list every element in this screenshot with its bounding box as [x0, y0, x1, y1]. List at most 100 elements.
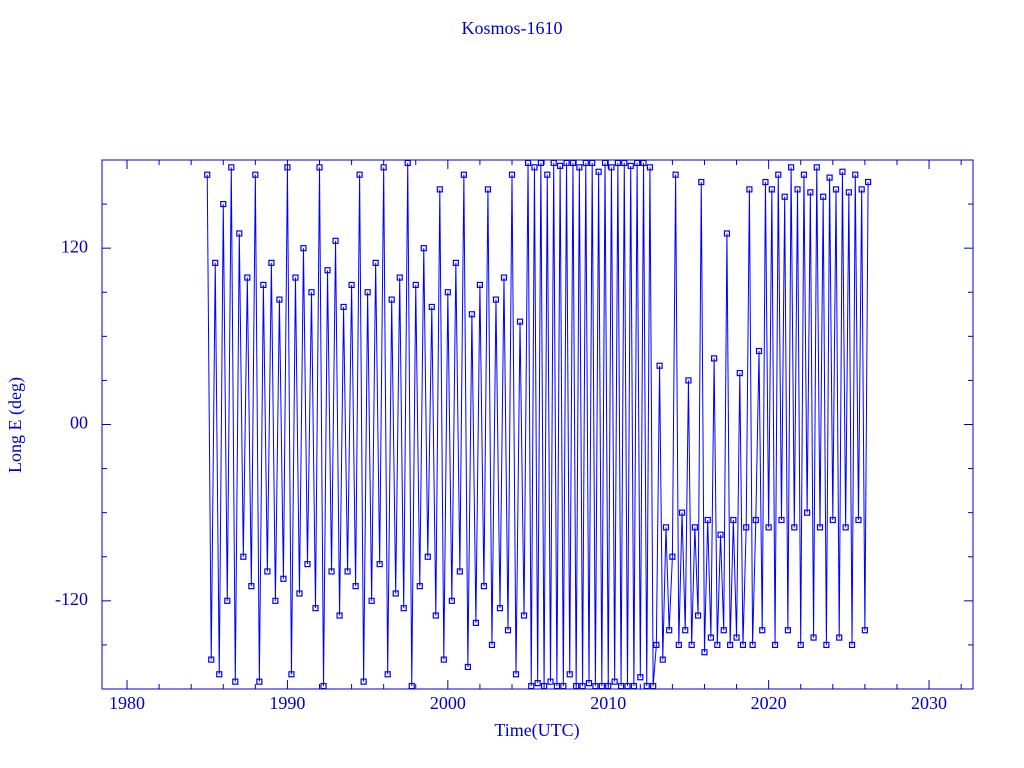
data-point	[308, 289, 315, 296]
data-point	[440, 656, 447, 663]
y-tick-label: 00	[70, 413, 88, 433]
data-point	[730, 516, 737, 524]
data-point	[534, 680, 541, 687]
data-point	[666, 627, 673, 634]
data-point	[364, 289, 371, 296]
data-point	[352, 583, 359, 590]
data-point	[566, 671, 573, 678]
data-point	[547, 678, 554, 685]
data-point	[595, 168, 602, 175]
data-point	[646, 164, 654, 171]
data-point	[739, 641, 747, 649]
data-point	[861, 627, 868, 634]
data-point	[516, 318, 524, 325]
data-point	[557, 162, 564, 169]
data-point	[804, 509, 811, 516]
data-point	[791, 524, 798, 531]
data-point	[304, 560, 311, 568]
data-point	[464, 663, 471, 671]
data-point	[653, 641, 660, 649]
data-point	[208, 656, 215, 663]
data-point	[328, 568, 335, 575]
data-point	[460, 171, 467, 178]
x-axis-label: Time(UTC)	[494, 720, 579, 741]
data-point	[204, 171, 211, 178]
data-point	[512, 671, 520, 678]
data-point	[788, 164, 795, 171]
data-point	[292, 274, 299, 281]
data-point	[765, 524, 772, 531]
data-point	[240, 553, 247, 560]
data-point	[826, 174, 833, 181]
data-point	[336, 612, 343, 619]
data-point	[384, 671, 391, 678]
data-point	[743, 524, 750, 531]
x-tick-label: 1990	[269, 693, 305, 713]
data-point	[412, 281, 419, 289]
data-point	[448, 597, 455, 604]
data-point	[775, 171, 782, 178]
data-point	[332, 237, 339, 244]
data-point	[340, 303, 347, 311]
data-point	[746, 186, 753, 193]
data-point	[839, 168, 846, 175]
data-point	[388, 296, 395, 303]
data-point	[372, 259, 379, 266]
data-point	[424, 553, 431, 560]
data-point	[797, 641, 804, 649]
data-point	[468, 311, 475, 318]
data-point	[855, 516, 862, 524]
data-point	[698, 178, 705, 186]
data-point	[228, 164, 235, 171]
data-point	[436, 186, 443, 193]
data-point	[531, 164, 538, 171]
data-point	[476, 281, 484, 289]
data-point	[392, 590, 399, 597]
data-point	[216, 671, 223, 678]
data-point	[637, 674, 644, 681]
data-point	[778, 516, 785, 524]
data-point	[576, 164, 583, 171]
data-point	[376, 560, 383, 568]
data-point	[520, 612, 528, 619]
data-point	[711, 355, 718, 362]
data-point	[717, 531, 724, 538]
data-point	[771, 641, 779, 649]
data-point	[396, 274, 403, 281]
data-point	[694, 612, 702, 619]
data-point	[829, 516, 836, 524]
data-point	[733, 634, 740, 641]
data-point	[659, 656, 666, 663]
data-point	[662, 524, 670, 531]
data-point	[688, 641, 695, 649]
data-point	[472, 619, 480, 626]
data-point	[807, 189, 814, 196]
data-point	[232, 678, 239, 685]
data-point	[300, 245, 307, 252]
data-point	[820, 193, 827, 200]
data-point	[723, 230, 731, 237]
data-point	[858, 186, 865, 193]
data-point	[752, 516, 759, 524]
data-point	[420, 245, 427, 252]
data-point	[727, 641, 734, 649]
data-point	[224, 597, 231, 604]
data-point	[678, 509, 686, 516]
data-point	[248, 583, 255, 590]
data-point	[810, 634, 817, 641]
data-point	[864, 178, 872, 186]
data-point	[768, 186, 775, 193]
data-point	[823, 641, 830, 649]
data-point	[755, 347, 763, 355]
data-point	[496, 605, 504, 612]
data-point	[813, 164, 820, 171]
data-point	[672, 171, 679, 178]
data-point	[268, 259, 275, 266]
data-point	[252, 171, 259, 178]
data-point	[685, 377, 692, 384]
data-point	[324, 267, 331, 274]
data-point	[627, 162, 634, 169]
data-point	[845, 189, 852, 196]
y-tick-label: -120	[55, 589, 88, 609]
data-point	[504, 627, 512, 634]
